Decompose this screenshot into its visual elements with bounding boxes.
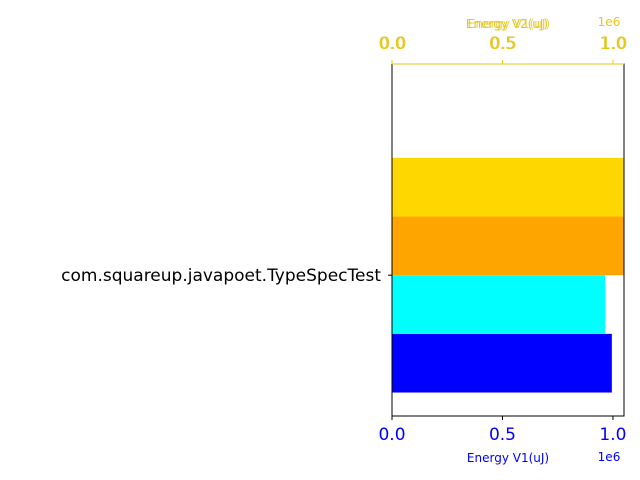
bottom-axis: 0.0 0.5 1.0 bbox=[378, 416, 626, 445]
top-tick-label: 0.0 bbox=[379, 34, 406, 54]
top-tick-label: 1.0 bbox=[599, 34, 626, 54]
top-axis-label-v2: Energy V2(uJ) bbox=[466, 17, 548, 31]
top-tick-label: 0.5 bbox=[490, 34, 517, 54]
y-category-label: com.squareup.javapoet.TypeSpecTest bbox=[61, 266, 381, 286]
bottom-tick-label: 0.5 bbox=[489, 425, 516, 445]
bottom-axis-label: Energy V1(uJ) bbox=[467, 451, 549, 465]
top-axis-label-v1: Energy V1(uJ) bbox=[468, 17, 550, 31]
bar-group bbox=[392, 157, 624, 393]
bar-3 bbox=[392, 157, 624, 217]
bottom-axis-offset-text: 1e6 bbox=[598, 450, 621, 464]
bottom-tick-label: 1.0 bbox=[599, 425, 626, 445]
bar-0 bbox=[392, 333, 612, 393]
top-axis: 0.00.0 0.50.5 1.01.0 bbox=[378, 34, 627, 65]
top-axis-offset-text: 1e6 bbox=[598, 15, 621, 29]
bar-2 bbox=[392, 216, 624, 276]
bottom-tick-label: 0.0 bbox=[378, 425, 405, 445]
top-tick-label: 0.0 bbox=[378, 34, 405, 54]
bar-1 bbox=[392, 275, 606, 334]
top-tick-label: 0.5 bbox=[489, 34, 516, 54]
y-axis: com.squareup.javapoet.TypeSpecTest bbox=[61, 266, 392, 286]
top-tick-label: 1.0 bbox=[600, 34, 627, 54]
